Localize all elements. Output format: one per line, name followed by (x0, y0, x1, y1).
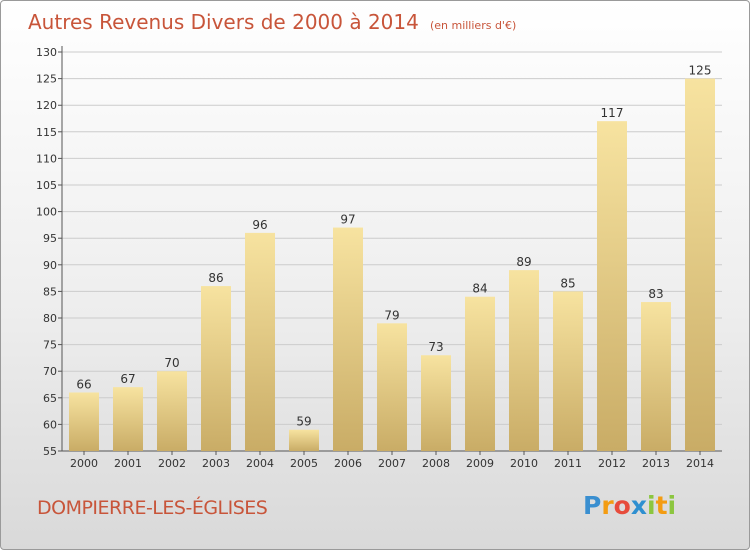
bar-value-label: 97 (340, 213, 355, 227)
x-tick-label: 2004 (246, 457, 274, 470)
bar (245, 232, 275, 451)
x-tick-label: 2001 (114, 457, 142, 470)
bar-value-label: 70 (164, 356, 179, 370)
y-tick-label: 130 (36, 46, 57, 59)
y-tick-label: 125 (36, 73, 57, 86)
bar-value-label: 73 (428, 340, 443, 354)
y-tick-label: 115 (36, 126, 57, 139)
x-tick-label: 2003 (202, 457, 230, 470)
bar (509, 270, 539, 451)
y-tick-label: 95 (43, 232, 57, 245)
logo-letter: i (667, 491, 677, 520)
bar-value-label: 117 (601, 106, 624, 120)
chart-subtitle: (en milliers d'€) (429, 19, 517, 32)
bar-value-label: 85 (560, 276, 575, 290)
x-tick-label: 2000 (70, 457, 98, 470)
x-tick-label: 2014 (686, 457, 714, 470)
chart-title: Autres Revenus Divers de 2000 à 2014 (28, 10, 419, 34)
logo-letter: i (647, 491, 656, 520)
bar-value-label: 86 (208, 271, 223, 285)
bar-value-label: 125 (689, 64, 712, 78)
x-tick-label: 2010 (510, 457, 538, 470)
bar-value-label: 59 (296, 415, 311, 429)
x-tick-label: 2009 (466, 457, 494, 470)
y-tick-label: 75 (43, 339, 57, 352)
x-tick-label: 2013 (642, 457, 670, 470)
logo-letter: o (613, 491, 631, 520)
y-tick-label: 70 (43, 365, 57, 378)
labels: 55 60 65 70 75 80 85 90 95 100 105 110 115 120 125 130 6… (36, 46, 714, 470)
logo-letter: x (630, 491, 647, 520)
x-tick-label: 2007 (378, 457, 406, 470)
y-tick-label: 55 (43, 445, 57, 458)
bar (113, 387, 143, 451)
bar-value-label: 84 (472, 282, 487, 296)
x-tick-label: 2002 (158, 457, 186, 470)
bar-value-label: 66 (76, 377, 91, 391)
bar (465, 296, 495, 451)
bar (685, 78, 715, 451)
bar (641, 302, 671, 451)
bar-value-label: 67 (120, 372, 135, 386)
x-tick-label: 2005 (290, 457, 318, 470)
bar (201, 286, 231, 451)
x-tick-label: 2006 (334, 457, 362, 470)
y-tick-label: 105 (36, 179, 57, 192)
y-tick-label: 85 (43, 285, 57, 298)
x-tick-label: 2011 (554, 457, 582, 470)
bar (333, 227, 363, 451)
bar (377, 323, 407, 451)
bar (597, 121, 627, 451)
y-tick-label: 120 (36, 99, 57, 112)
bars (69, 78, 715, 451)
bar-value-label: 79 (384, 308, 399, 322)
bar (421, 355, 451, 451)
y-tick-label: 90 (43, 259, 57, 272)
y-tick-label: 110 (36, 152, 57, 165)
bar-value-label: 96 (252, 218, 267, 232)
bar-value-label: 83 (648, 287, 663, 301)
logo-letter: r (601, 491, 614, 520)
x-tick-label: 2012 (598, 457, 626, 470)
y-tick-label: 60 (43, 418, 57, 431)
y-tick-label: 65 (43, 392, 57, 405)
chart-title-block: Autres Revenus Divers de 2000 à 2014 (en… (28, 10, 516, 34)
x-tick-label: 2008 (422, 457, 450, 470)
logo-letter: t (655, 491, 668, 520)
bar (69, 392, 99, 451)
y-tick-label: 80 (43, 312, 57, 325)
bar (553, 291, 583, 451)
bar-value-label: 89 (516, 255, 531, 269)
bar (157, 371, 187, 451)
bar (289, 429, 319, 451)
y-tick-label: 100 (36, 206, 57, 219)
logo-letter: P (583, 491, 602, 520)
proxiti-logo[interactable]: Proxiti (583, 491, 676, 520)
city-name: DOMPIERRE-LES-ÉGLISES (37, 497, 268, 519)
